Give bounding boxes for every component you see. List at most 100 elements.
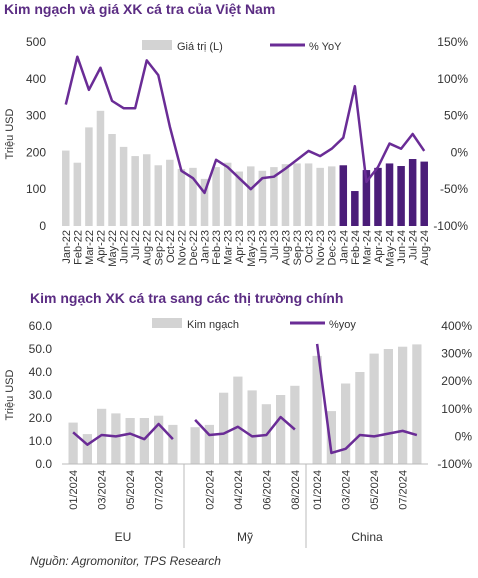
bar (168, 424, 178, 464)
x-tick-label: 07/2024 (398, 470, 410, 510)
x-tick-label: Nov-22 (176, 230, 188, 265)
y-tick-label: 40.0 (29, 365, 53, 379)
x-tick-label: Jul-23 (269, 230, 281, 260)
y-tick-label: 200 (26, 145, 46, 159)
x-tick-label: 05/2024 (369, 470, 381, 510)
bar (362, 170, 371, 226)
yoy-line (64, 55, 426, 195)
x-tick-label: 04/2024 (233, 470, 245, 510)
bar (125, 418, 135, 464)
x-tick-label: Jun-24 (396, 230, 408, 264)
x-tick-label: Oct-22 (165, 230, 177, 263)
chart1: 0 100 200 300 400 500 -100% -50% 0% 50% 100% 150% Tr… (4, 35, 468, 267)
y2-tick-label: 50% (444, 109, 468, 123)
y-tick-label: 30.0 (29, 388, 53, 402)
x-tick-label: Mar-22 (84, 230, 96, 265)
x-tick-label: 08/2024 (290, 470, 302, 510)
x-tick-label: 03/2024 (341, 470, 353, 510)
x-tick-label: May-22 (107, 230, 119, 267)
bar (190, 427, 200, 464)
bar (82, 434, 93, 464)
bar (281, 164, 290, 226)
y-tick-label: 10.0 (29, 434, 53, 448)
bar (111, 413, 121, 464)
y2-tick-label: -100% (437, 457, 472, 471)
bar (119, 146, 128, 226)
legend-bar-swatch (142, 40, 172, 50)
bar (316, 167, 324, 226)
x-tick-label: Feb-23 (211, 230, 223, 265)
y-tick-label: 0 (39, 219, 46, 233)
x-tick-label: Aug-24 (419, 230, 431, 265)
x-tick-label: Oct-23 (304, 230, 316, 263)
bar (270, 167, 278, 226)
bar (85, 127, 93, 226)
x-tick-label: 01/2024 (68, 470, 80, 510)
x-tick-label: Feb-22 (72, 230, 84, 265)
x-tick-label: 01/2024 (312, 470, 324, 510)
y2-tick-label: 0% (451, 145, 469, 159)
y2-tick-label: 400% (441, 319, 472, 333)
x-tick-label: Sep-23 (292, 230, 304, 265)
y2-tick-label: -50% (440, 182, 468, 196)
bar (327, 166, 336, 226)
y2-tick-label: 100% (441, 402, 472, 416)
x-tick-label: Apr-24 (373, 230, 385, 263)
y2-tick-label: 150% (437, 35, 468, 49)
bar (351, 191, 359, 226)
bar (154, 165, 163, 226)
bar (62, 150, 70, 226)
legend-bar-label: Kim ngạch (187, 319, 239, 331)
bar (293, 163, 301, 226)
yoy-line (194, 415, 296, 438)
y-tick-label: 300 (26, 109, 46, 123)
bar (108, 134, 116, 226)
bar (153, 415, 164, 464)
bar (258, 170, 267, 226)
bar (247, 166, 255, 226)
x-tick-label: Jul-24 (408, 230, 420, 260)
yoy-line (72, 422, 174, 446)
bar (218, 392, 229, 464)
x-tick-label: Jul-22 (130, 230, 142, 260)
legend-bar-swatch (152, 318, 182, 328)
bar (233, 376, 243, 464)
bar (369, 353, 379, 464)
y2-tick-label: -100% (433, 219, 468, 233)
y-tick-label: 20.0 (29, 411, 53, 425)
bar (412, 344, 422, 464)
y2-tick-label: 200% (441, 374, 472, 388)
x-tick-label: 03/2024 (97, 470, 109, 510)
x-tick-label: Jun-22 (119, 230, 131, 264)
x-tick-label: Apr-22 (95, 230, 107, 263)
group-label: China (351, 530, 383, 544)
x-tick-label: May-24 (385, 230, 397, 267)
bar (131, 156, 139, 226)
bar (200, 178, 209, 226)
y-tick-label: 500 (26, 35, 46, 49)
bar (355, 372, 365, 464)
bar (68, 422, 78, 464)
x-tick-label: Sep-22 (153, 230, 165, 265)
x-tick-label: Feb-24 (350, 230, 362, 265)
bar (235, 171, 243, 226)
bar (139, 418, 150, 464)
bar (374, 167, 382, 226)
bar (212, 167, 220, 226)
y-axis-label: Triệu USD (4, 108, 16, 159)
x-tick-label: Apr-23 (234, 230, 246, 263)
bar (385, 163, 394, 226)
bar (326, 411, 337, 464)
bar (312, 355, 322, 464)
y-tick-label: 400 (26, 72, 46, 86)
legend-line-label: %yoy (329, 319, 356, 331)
x-tick-label: Jan-22 (61, 230, 73, 264)
source-note: Nguồn: Agromonitor, TPS Research (30, 554, 221, 568)
x-tick-label: Jun-23 (257, 230, 269, 264)
y-tick-label: 60.0 (29, 319, 53, 333)
x-tick-label: Aug-23 (280, 230, 292, 265)
y2-tick-label: 0% (455, 429, 473, 443)
bar (383, 349, 394, 464)
